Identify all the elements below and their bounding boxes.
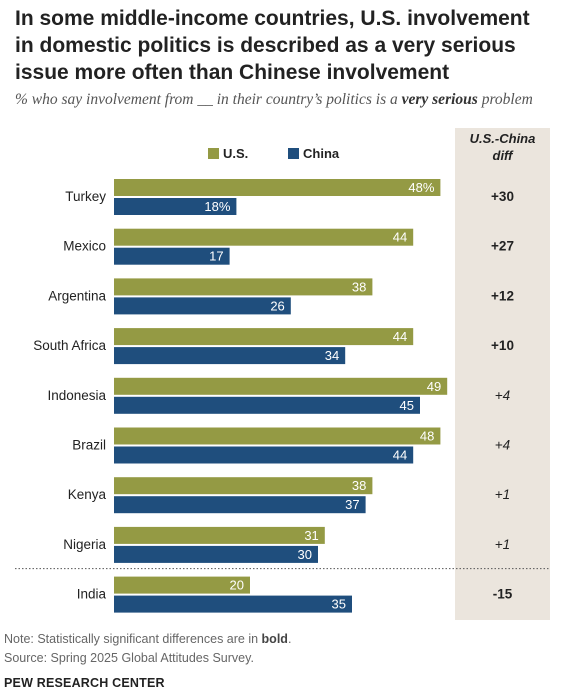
bar-label-us: 44 [393,230,407,245]
note-text: Note: Statistically significant differen… [4,632,262,646]
bar-label-china: 30 [298,547,312,562]
source: Source: Spring 2025 Global Attitudes Sur… [4,651,254,665]
diff-header-line2: diff [493,148,515,163]
legend-label-china: China [303,146,340,161]
bar-label-china: 37 [345,497,359,512]
category-label: Turkey [65,189,106,204]
chart-subtitle: % who say involvement from __ in their c… [15,90,535,110]
bar-us [114,576,250,594]
bar-label-us: 38 [352,478,366,493]
diff-value: +27 [491,239,514,254]
note-end: . [287,632,292,646]
bar-china [114,496,366,514]
bar-us [114,179,441,196]
diff-value: +1 [495,537,510,552]
bar-label-us: 31 [304,528,318,543]
bar-label-china: 26 [270,298,284,313]
bar-china [114,347,346,365]
bar-china [114,198,237,215]
bar-us [114,427,441,445]
category-label: Argentina [48,288,106,303]
bar-label-us: 48 [420,429,434,444]
bar-label-us: 38 [352,279,366,294]
bar-china [114,545,318,563]
diff-value: +1 [495,487,510,502]
bar-us [114,526,325,544]
bar-us [114,477,373,495]
subtitle-text: % who say involvement from __ in their c… [15,91,402,108]
chart-title: In some middle-income countries, U.S. in… [15,7,530,84]
bar-china [114,595,352,613]
bar-label-china: 35 [332,597,346,612]
subtitle-emphasis: very serious [401,91,478,108]
category-label: Kenya [68,487,107,502]
note-bold: bold [261,632,288,646]
bar-us [114,228,414,246]
bar-china [114,297,291,315]
bar-label-china: 17 [209,249,223,264]
diff-value: +4 [495,388,510,403]
bar-chart: U.S.-China diff U.S. China Turkey 48% 18% +30 Me… [15,128,550,620]
legend-swatch-china [288,148,299,159]
bar-china [114,446,414,464]
bar-label-us: 49 [427,379,441,394]
bar-label-us: 44 [393,329,407,344]
bar-us [114,377,448,395]
bar-us [114,328,414,346]
note: Note: Statistically significant differen… [4,632,291,646]
category-label: South Africa [33,338,106,353]
category-label: Nigeria [63,537,106,552]
legend-label-us: U.S. [223,146,248,161]
diff-value: +30 [491,189,514,204]
bar-label-china: 18% [204,199,230,214]
bar-us [114,278,373,296]
diff-panel [455,128,550,620]
diff-header-line1: U.S.-China [470,131,536,146]
diff-value: +10 [491,338,514,353]
diff-value: +4 [495,438,510,453]
brand-logo-text: PEW RESEARCH CENTER [4,676,165,690]
bar-label-china: 44 [393,448,407,463]
bar-china [114,396,420,414]
bar-china [114,247,230,265]
legend-swatch-us [208,148,219,159]
diff-value: -15 [493,587,513,602]
diff-value: +12 [491,288,514,303]
bar-label-china: 45 [400,398,414,413]
category-label: Brazil [72,438,106,453]
bar-label-us: 48% [408,180,434,195]
subtitle-end: problem [477,91,533,108]
category-label: Mexico [63,239,106,254]
bar-label-china: 34 [325,348,339,363]
category-label: India [77,587,107,602]
category-label: Indonesia [47,388,106,403]
bar-label-us: 20 [230,578,244,593]
